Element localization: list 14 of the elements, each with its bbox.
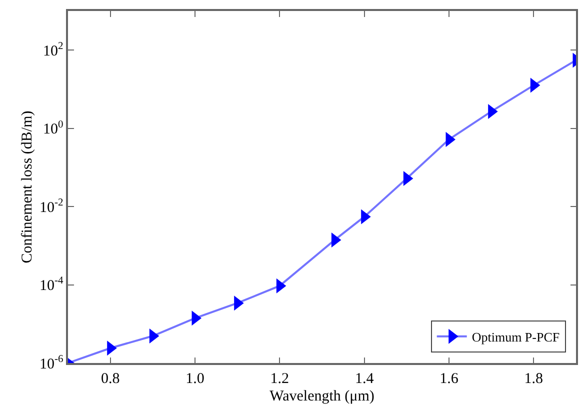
legend-label: Optimum P-PCF [472,329,560,344]
x-tick-label: 1.2 [270,370,290,387]
y-axis-title: Confinement loss (dB/m) [19,110,36,264]
x-tick-label: 1.6 [440,370,459,387]
x-tick-label: 1.0 [186,370,204,387]
x-tick-label: 1.4 [354,370,374,387]
x-tick-label: 0.8 [100,370,120,387]
y-tick-label: 10$^{-4}$ [40,276,64,294]
y-tick-label: 10$^{-6}$ [40,354,64,372]
y-tick-label: 10$^{-2}$ [40,198,64,216]
x-tick-label: 1.8 [524,370,544,387]
y-tick-label: 10$^{0}$ [43,119,64,138]
x-axis-title: Wavelength (μm) [270,388,374,404]
y-tick-label: 10$^{2}$ [43,41,64,60]
